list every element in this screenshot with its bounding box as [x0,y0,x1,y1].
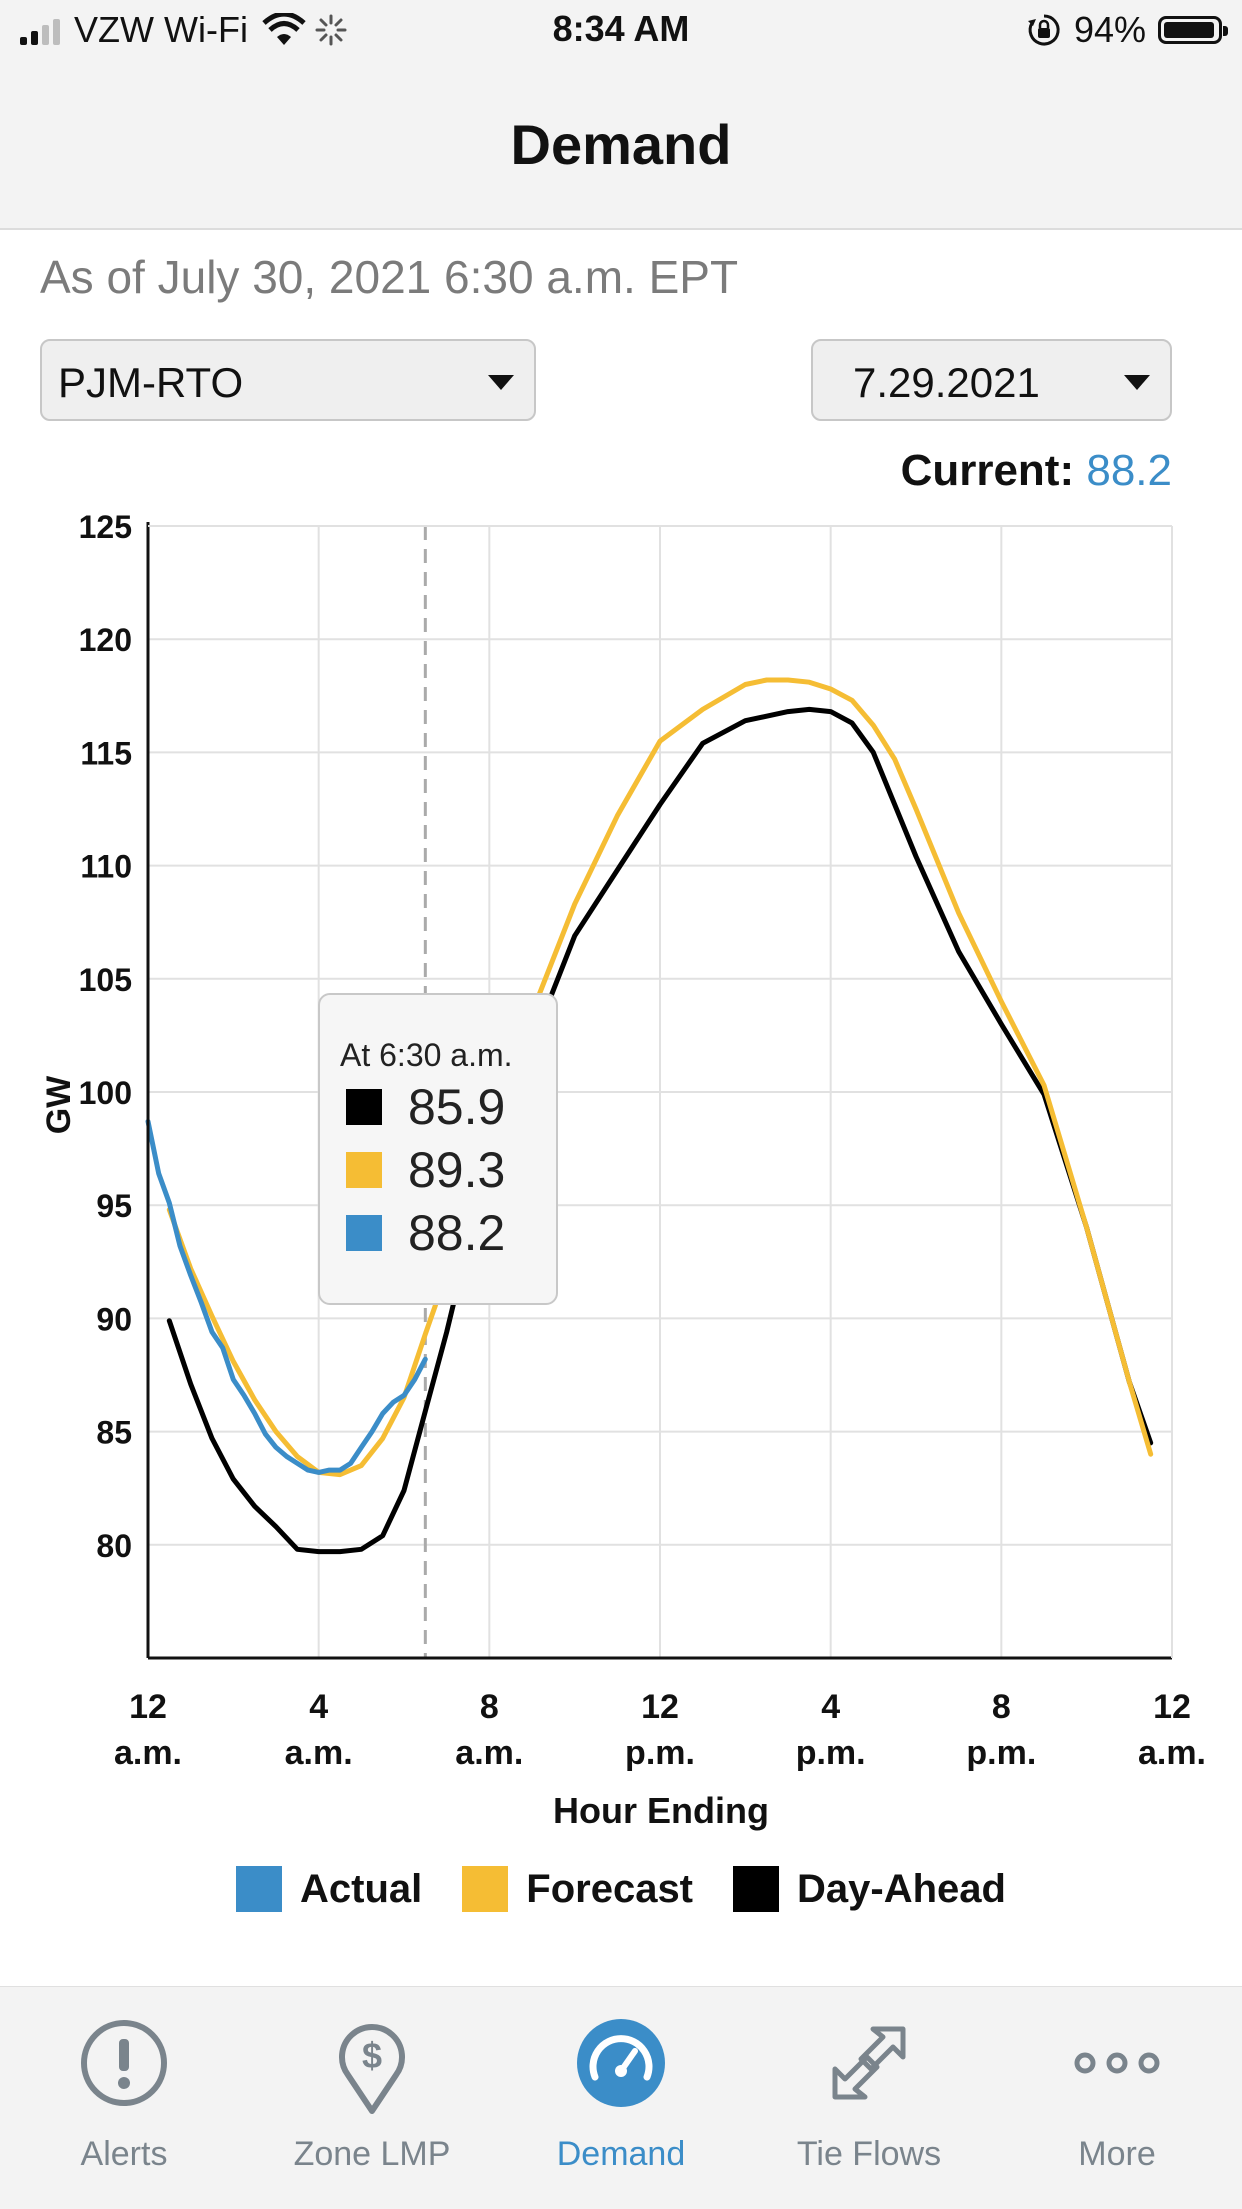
x-tick-label: 4 [821,1688,840,1726]
series-line-day-ahead [166,706,1154,1555]
tab-tie-flows[interactable]: Tie Flows [745,1987,993,2209]
chart-axes [146,522,1173,1660]
tab-alerts[interactable]: Alerts [0,1987,248,2209]
legend-swatch-actual [236,1866,283,1912]
chart-legend: Actual Forecast Day-Ahead [0,1866,1242,1912]
orientation-lock-icon [1027,14,1060,46]
legend-label-actual: Actual [300,1866,423,1911]
tie-flows-arrows-icon [832,2026,906,2100]
dollar-pin-icon: $ [339,2024,405,2114]
zone-select[interactable]: PJM-RTO [40,339,536,421]
x-tick-label: 12 [129,1688,167,1726]
tab-demand-label: Demand [556,2135,686,2173]
y-tick-label: 90 [96,1301,132,1337]
chevron-down-icon [488,375,514,390]
more-dots-icon [1074,2052,1160,2074]
forecast-swatch [346,1152,382,1188]
navigation-bar: Demand [0,60,1242,230]
x-tick-sublabel: a.m. [455,1734,523,1772]
status-bar: VZW Wi-Fi 8:34 AM 94% [0,0,1242,60]
legend-item-forecast[interactable]: Forecast [462,1866,693,1912]
chart-grid [147,525,1173,1658]
x-axis-ticks: 12 a.m. 4 a.m. 8 a.m. 12 p.m. 4 p.m. 8 p.m. 12 a.m. [114,1688,1206,1772]
legend-swatch-forecast [462,1866,509,1912]
tooltip-row-forecast: 89.3 [346,1142,505,1198]
demand-chart[interactable]: 125 120 115 110 105 100 95 90 85 80 12 a.m. 4 a.m. 8 a… [0,500,1242,1850]
legend-label-forecast: Forecast [526,1866,694,1911]
date-select[interactable]: 7.29.2021 [811,339,1172,421]
tab-more[interactable]: More [993,1987,1241,2209]
legend-swatch-day-ahead [733,1866,780,1912]
legend-item-day-ahead[interactable]: Day-Ahead [733,1866,1006,1912]
x-tick-label: 4 [309,1688,328,1726]
chevron-down-icon [1124,375,1150,390]
x-tick-label: 12 [1153,1688,1191,1726]
x-tick-sublabel: p.m. [796,1734,866,1772]
x-tick-sublabel: a.m. [114,1734,182,1772]
series-line-forecast [166,677,1154,1478]
battery-percent: 94% [1073,9,1146,50]
actual-swatch [346,1215,382,1251]
tooltip-forecast-value: 89.3 [408,1142,506,1198]
as-of-timestamp: As of July 30, 2021 6:30 a.m. EPT [40,251,739,303]
tooltip-row-day-ahead: 85.9 [346,1079,505,1135]
tooltip-day-ahead-value: 85.9 [408,1079,506,1135]
x-tick-sublabel: p.m. [966,1734,1036,1772]
x-tick-label: 8 [992,1688,1011,1726]
x-tick-sublabel: p.m. [625,1734,695,1772]
battery-icon [1158,16,1228,44]
tooltip-title: At 6:30 a.m. [340,1037,513,1073]
series-line-actual [145,1118,428,1475]
tab-tie-flows-label: Tie Flows [796,2135,942,2173]
y-tick-label: 120 [79,622,132,658]
y-tick-label: 95 [96,1188,132,1224]
current-value: 88.2 [1086,446,1172,495]
current-label: Current: [900,446,1075,495]
chart-series [145,677,1154,1555]
alert-circle-icon [81,2020,167,2106]
y-tick-label: 115 [80,735,132,771]
tab-more-label: More [1078,2135,1156,2173]
legend-label-day-ahead: Day-Ahead [797,1866,1006,1911]
chart-tooltip: At 6:30 a.m. 85.9 89.3 88.2 [318,993,558,1305]
y-tick-label: 110 [80,849,132,885]
gauge-icon [577,2019,665,2107]
x-tick-label: 12 [641,1688,679,1726]
day-ahead-swatch [346,1089,382,1125]
y-tick-label: 105 [79,962,132,998]
tooltip-actual-value: 88.2 [408,1205,506,1261]
status-time: 8:34 AM [552,8,690,49]
carrier-label: VZW Wi-Fi [74,9,248,50]
page-title: Demand [510,113,732,176]
tab-bar: Alerts $ Zone LMP Demand Tie Flows More [0,1986,1242,2209]
svg-text:$: $ [362,2035,382,2076]
x-axis-label: Hour Ending [553,1790,769,1831]
status-left: VZW Wi-Fi [20,8,348,52]
tab-alerts-label: Alerts [80,2135,168,2173]
tab-demand[interactable]: Demand [497,1987,745,2209]
x-tick-sublabel: a.m. [1138,1734,1206,1772]
zone-select-value: PJM-RTO [58,359,244,406]
status-right: 94% [1026,8,1228,52]
y-axis-ticks: 125 120 115 110 105 100 95 90 85 80 [79,509,132,1564]
y-tick-label: 100 [79,1075,132,1111]
y-tick-label: 80 [96,1528,132,1564]
tab-zone-lmp-label: Zone LMP [293,2135,451,2173]
y-tick-label: 85 [96,1415,132,1451]
date-select-value: 7.29.2021 [853,359,1040,406]
current-demand: Current: 88.2 [901,446,1172,496]
wifi-icon [262,13,306,45]
x-tick-sublabel: a.m. [285,1734,353,1772]
signal-strength-icon [20,15,60,45]
y-axis-label: GW [40,1075,78,1134]
y-tick-label: 125 [79,509,132,545]
legend-item-actual[interactable]: Actual [236,1866,422,1912]
tab-zone-lmp[interactable]: $ Zone LMP [248,1987,496,2209]
tooltip-row-actual: 88.2 [346,1205,505,1261]
activity-spinner-icon [315,14,347,46]
x-tick-label: 8 [480,1688,499,1726]
